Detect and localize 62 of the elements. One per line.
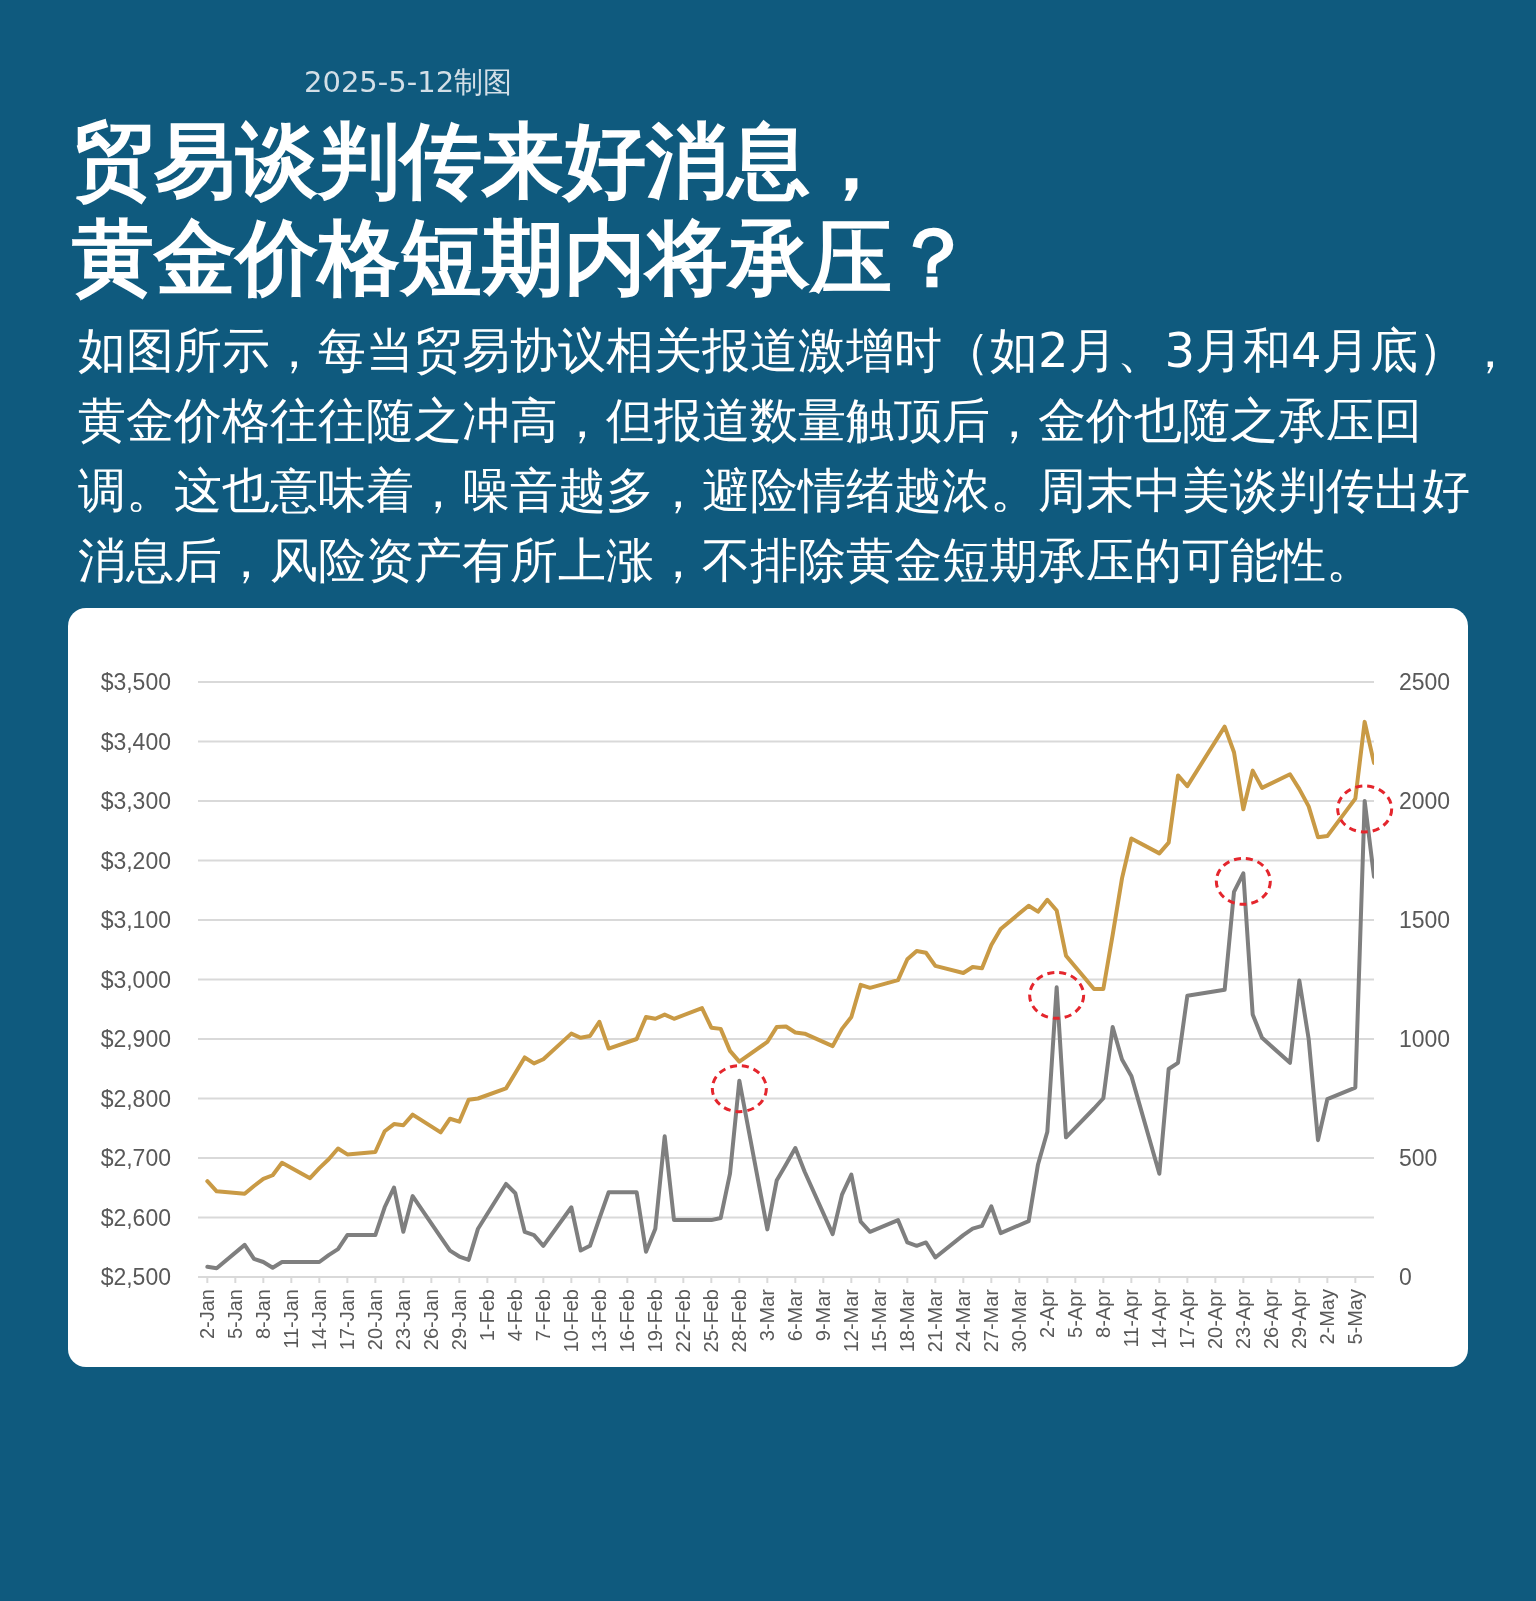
x-tick-label: 25-Feb: [700, 1289, 723, 1353]
x-tick-label: 29-Jan: [448, 1289, 471, 1351]
y-tick-label: $2,600: [100, 1204, 171, 1231]
x-tick-label: 3-Mar: [756, 1288, 779, 1342]
x-tick-label: 5-Apr: [1064, 1288, 1087, 1338]
x-tick-label: 24-Mar: [952, 1288, 975, 1353]
y-tick-label: $3,400: [100, 728, 171, 755]
y2-tick-label: 2000: [1399, 788, 1451, 815]
y-tick-label: $3,100: [100, 907, 171, 934]
x-tick-label: 23-Jan: [392, 1289, 415, 1351]
y-tick-label: $2,700: [100, 1145, 171, 1172]
x-tick-label: 16-Feb: [616, 1289, 639, 1353]
x-tick-label: 15-Mar: [868, 1288, 891, 1353]
y2-tick-label: 2500: [1399, 669, 1451, 696]
x-tick-label: 1-Feb: [476, 1289, 499, 1342]
x-tick-label: 30-Mar: [1008, 1288, 1031, 1353]
y2-tick-label: 1000: [1399, 1026, 1451, 1053]
x-tick-label: 12-Mar: [840, 1288, 863, 1353]
chart-subtitle: 如图所示，每当贸易协议相关报道激增时（如2月、3月和4月底），黄金价格往往随之冲高，但报道数量触顶后，金价也随之承压回调。这也意味着，噪音越多，避险情绪越浓。周末中美谈判传出好消息后，风险资产有所上涨，不排除黄金短期承压的可能性。: [78, 321, 1514, 590]
y-tick-label: $3,300: [100, 788, 171, 815]
x-tick-label: 9-Mar: [812, 1288, 835, 1342]
x-tick-label: 28-Feb: [728, 1289, 751, 1353]
x-tick-label: 17-Apr: [1176, 1288, 1199, 1350]
x-tick-label: 22-Feb: [672, 1289, 695, 1353]
y-tick-label: $2,900: [100, 1026, 171, 1053]
x-tick-label: 14-Jan: [308, 1289, 331, 1351]
x-tick-label: 8-Jan: [252, 1289, 275, 1340]
y-tick-label: $3,500: [100, 669, 171, 696]
x-tick-label: 10-Feb: [560, 1289, 583, 1353]
x-tick-label: 26-Jan: [420, 1289, 443, 1351]
y-tick-label: $2,500: [100, 1264, 171, 1291]
x-tick-label: 21-Mar: [924, 1288, 947, 1353]
x-tick-label: 11-Apr: [1120, 1288, 1143, 1348]
y2-tick-label: 1500: [1399, 907, 1451, 934]
x-tick-label: 5-Jan: [224, 1289, 247, 1340]
x-tick-label: 11-Jan: [280, 1289, 303, 1349]
y-tick-label: $3,000: [100, 966, 171, 993]
x-tick-label: 7-Feb: [532, 1289, 555, 1342]
x-tick-label: 8-Apr: [1092, 1288, 1115, 1338]
x-tick-label: 2-May: [1316, 1289, 1339, 1345]
x-tick-label: 26-Apr: [1260, 1288, 1283, 1350]
x-tick-label: 19-Feb: [644, 1289, 667, 1353]
y2-tick-label: 0: [1399, 1264, 1412, 1291]
x-tick-label: 2-Apr: [1036, 1288, 1059, 1338]
x-tick-label: 2-Jan: [196, 1289, 219, 1340]
x-tick-label: 4-Feb: [504, 1289, 527, 1342]
x-tick-label: 23-Apr: [1232, 1288, 1255, 1350]
x-tick-label: 29-Apr: [1288, 1288, 1311, 1350]
y2-tick-label: 500: [1399, 1145, 1438, 1172]
x-tick-label: 14-Apr: [1148, 1288, 1171, 1350]
x-tick-label: 27-Mar: [980, 1288, 1003, 1353]
y-tick-label: $2,800: [100, 1085, 171, 1112]
x-tick-label: 17-Jan: [336, 1289, 359, 1351]
x-tick-label: 6-Mar: [784, 1288, 807, 1342]
x-tick-label: 13-Feb: [588, 1289, 611, 1353]
x-tick-label: 18-Mar: [896, 1288, 919, 1353]
x-tick-label: 5-May: [1344, 1289, 1367, 1345]
y-tick-label: $3,200: [100, 847, 171, 874]
text: 2025-5-12制图: [304, 64, 513, 100]
chart-title: 贸易谈判传来好消息，黄金价格短期内将承压？: [72, 112, 975, 306]
x-tick-label: 20-Jan: [364, 1289, 387, 1351]
x-tick-label: 20-Apr: [1204, 1288, 1227, 1350]
